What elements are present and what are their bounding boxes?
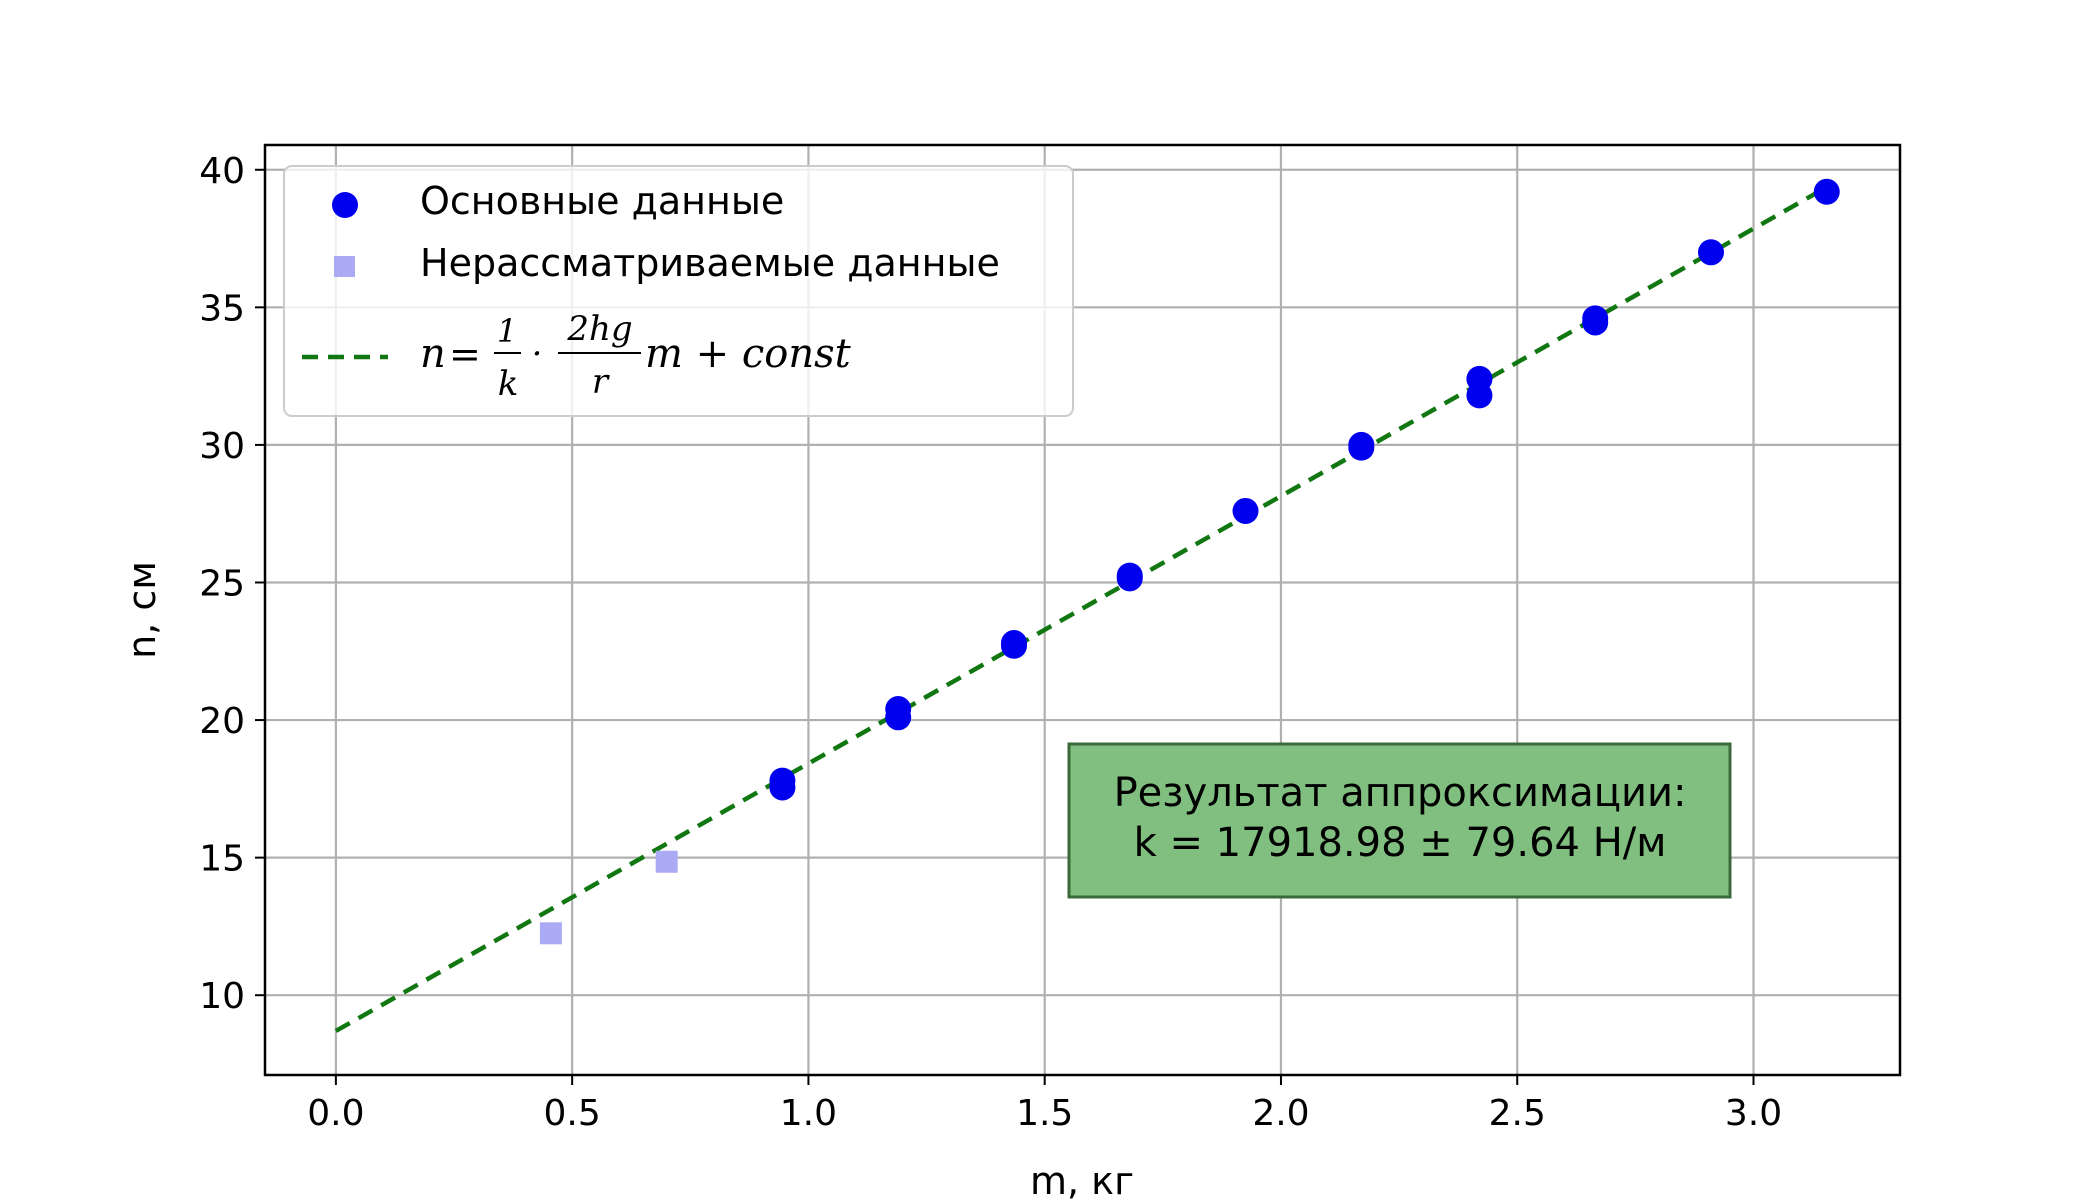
legend-frame	[283, 165, 1074, 417]
legend-label-excluded: Нерассматриваемые данные	[420, 241, 1000, 285]
data-point-main	[1116, 565, 1143, 592]
formula-frac1-num: 1	[497, 312, 517, 350]
x-tick-label: 3.0	[1725, 1093, 1782, 1134]
data-points-group	[539, 178, 1840, 945]
plot-frame	[263, 143, 1902, 1077]
legend-marker-excluded	[334, 256, 355, 277]
legend-formula: n = 1 k · 2hg r m + const	[420, 309, 852, 404]
y-axis-label: n, см	[120, 561, 164, 659]
y-tick-label: 40	[199, 151, 245, 192]
legend-label-main: Основные данные	[420, 179, 784, 223]
y-tick-label: 15	[199, 839, 245, 880]
x-tick-label: 2.5	[1489, 1093, 1546, 1134]
y-tick-label: 20	[199, 701, 245, 742]
legend: Основные данные Нерассматриваемые данные…	[283, 165, 1074, 417]
x-tick-label: 0.0	[307, 1093, 364, 1134]
y-tick-label: 35	[199, 288, 245, 329]
annotation-line-2: k = 17918.98 ± 79.64 Н/м	[1134, 820, 1667, 866]
formula-dot: ·	[532, 334, 543, 374]
y-tick-label: 10	[199, 976, 245, 1017]
x-tick-label: 1.0	[780, 1093, 837, 1134]
data-point-excluded	[539, 922, 562, 945]
x-tick-label: 2.0	[1252, 1093, 1309, 1134]
x-tick-label: 0.5	[544, 1093, 601, 1134]
annotation-box	[1067, 742, 1732, 899]
formula-frac1-den: k	[498, 364, 519, 404]
formula-frac2-den: r	[592, 362, 610, 402]
formula-lhs: n	[420, 331, 446, 377]
data-point-main	[1466, 382, 1493, 409]
formula-eq: =	[449, 332, 481, 376]
formula-frac2-num: 2hg	[566, 309, 632, 349]
fit-result-annotation: Результат аппроксимации: k = 17918.98 ± …	[1067, 742, 1732, 899]
legend-marker-main	[332, 192, 358, 218]
data-point-main	[885, 704, 912, 731]
data-point-excluded	[655, 850, 678, 873]
x-axis-label: m, кг	[1030, 1159, 1134, 1200]
data-point-main	[1232, 497, 1259, 524]
y-axis-ticks: 10 15 20 25 30 35 40	[199, 151, 265, 1017]
y-tick-label: 30	[199, 426, 245, 467]
x-axis-ticks: 0.0 0.5 1.0 1.5 2.0 2.5 3.0	[307, 1075, 1782, 1134]
formula-tail: m + const	[645, 331, 852, 377]
data-point-main	[1582, 309, 1609, 336]
data-point-main	[1813, 178, 1840, 205]
data-point-main	[1697, 239, 1724, 266]
x-tick-label: 1.5	[1016, 1093, 1073, 1134]
y-tick-label: 25	[199, 563, 245, 604]
data-point-main	[1348, 434, 1375, 461]
annotation-line-1: Результат аппроксимации:	[1114, 770, 1687, 816]
data-point-main	[1000, 632, 1027, 659]
data-point-main	[769, 774, 796, 801]
